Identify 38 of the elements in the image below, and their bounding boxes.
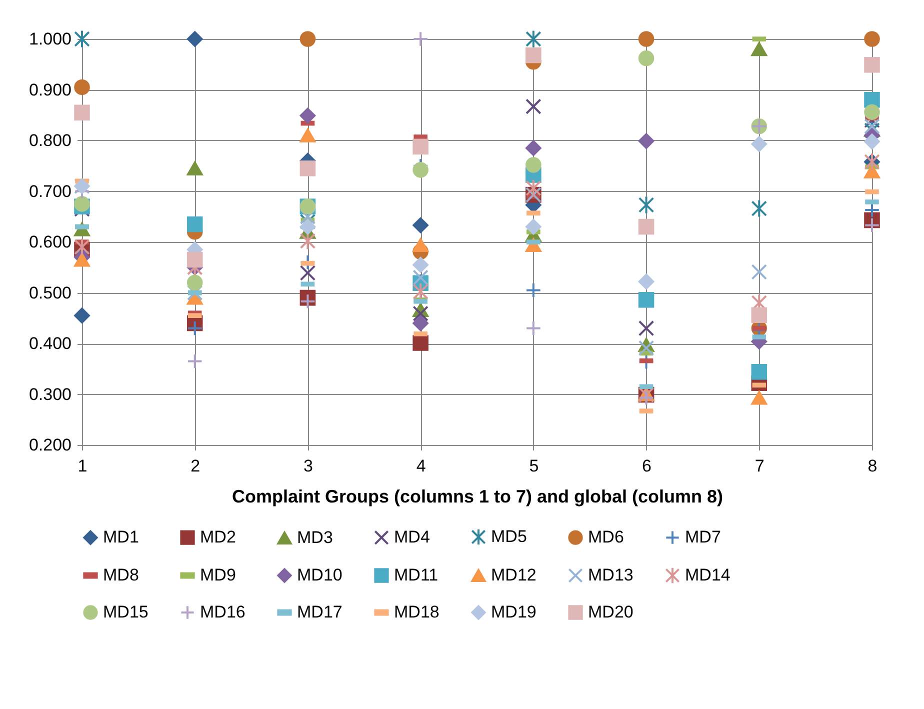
legend-label: MD12 (491, 566, 536, 584)
x-tick-label: 8 (868, 456, 878, 476)
legend-label: MD6 (588, 528, 624, 547)
x-tick-label: 2 (190, 456, 200, 476)
x-tick-label: 5 (529, 456, 539, 476)
y-tick-label: 0.700 (28, 182, 72, 201)
y-tick-label: 0.900 (28, 80, 72, 100)
y-tick-label: 0.600 (28, 232, 72, 252)
legend-label: MD17 (297, 602, 342, 622)
legend-label: MD4 (394, 528, 430, 547)
y-tick-label: 0.800 (28, 131, 72, 150)
y-tick-label: 0.400 (28, 334, 72, 353)
legend-label: MD20 (588, 602, 634, 622)
x-axis-title: Complaint Groups (columns 1 to 7) and global (column 8) (232, 486, 724, 506)
legend-label: MD16 (200, 602, 246, 622)
y-tick-label: 0.500 (28, 283, 72, 302)
x-tick-label: 7 (754, 456, 764, 476)
legend-label: MD7 (685, 528, 721, 547)
legend-label: MD2 (200, 528, 236, 547)
legend-label: MD15 (103, 602, 148, 622)
legend-label: MD8 (103, 566, 139, 584)
legend-label: MD10 (297, 566, 342, 584)
y-tick-label: 1.000 (28, 30, 72, 48)
x-tick-label: 6 (642, 456, 652, 476)
legend-label: MD19 (491, 602, 536, 622)
x-tick-label: 4 (416, 456, 426, 476)
legend-label: MD3 (297, 528, 333, 548)
legend-label: MD9 (200, 566, 236, 584)
legend-label: MD13 (588, 566, 634, 584)
legend-label: MD14 (685, 566, 730, 584)
x-tick-label: 3 (303, 456, 313, 476)
legend-label: MD11 (394, 566, 438, 584)
y-tick-label: 0.200 (28, 436, 72, 454)
legend-label: MD1 (103, 528, 139, 547)
legend-label: MD5 (491, 526, 527, 546)
y-tick-label: 0.300 (28, 384, 72, 404)
legend-label: MD18 (394, 602, 440, 622)
x-tick-label: 1 (78, 456, 88, 476)
